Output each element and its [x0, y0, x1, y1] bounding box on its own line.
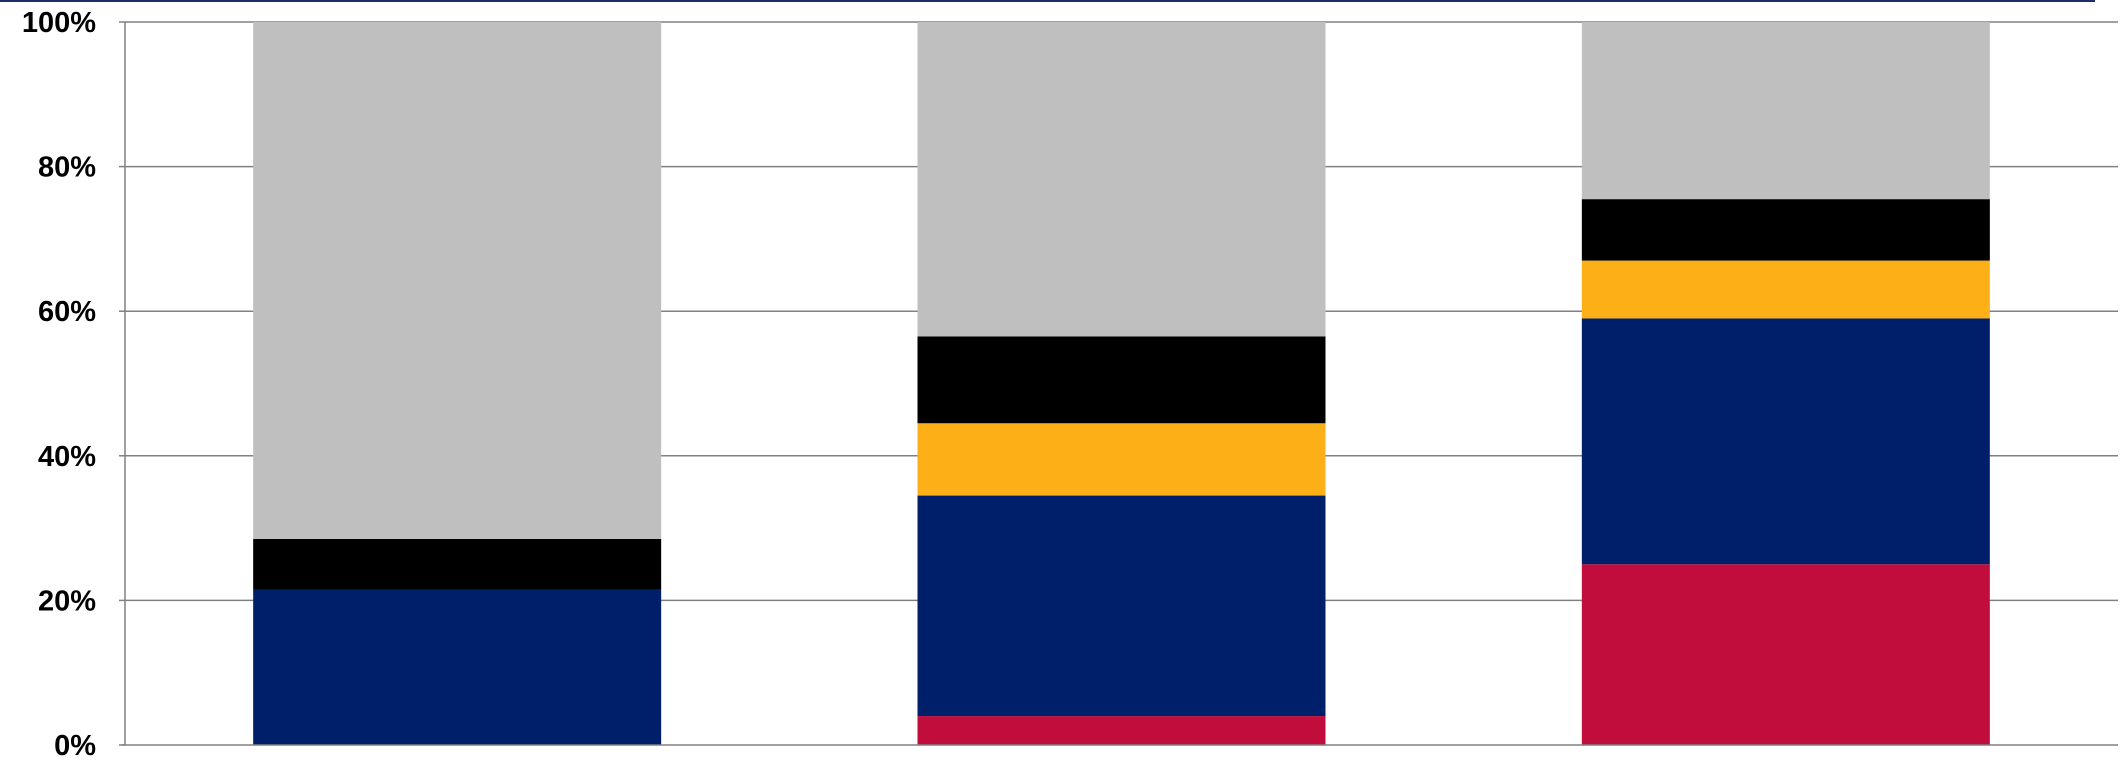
y-tick-label: 40% — [38, 441, 96, 473]
bar-3-segment-1 — [1581, 564, 1990, 745]
bar-2-segment-2 — [917, 495, 1326, 717]
bar-2-segment-1 — [917, 716, 1326, 745]
bar-1-segment-5 — [253, 22, 662, 539]
y-tick-label: 80% — [38, 152, 96, 184]
y-tick-label: 20% — [38, 585, 96, 617]
y-tick-label: 60% — [38, 296, 96, 328]
y-tick-labels: 0% 20% 40% 60% 80% 100% — [22, 7, 96, 761]
bar-2-segment-5 — [917, 22, 1326, 337]
bar-2-segment-3 — [917, 423, 1326, 496]
bar-1-segment-2 — [253, 589, 662, 745]
bar-3-segment-3 — [1581, 260, 1990, 319]
axes — [122, 22, 2118, 746]
bar-3-segment-5 — [1581, 22, 1990, 200]
bar-1-segment-4 — [253, 538, 662, 590]
bar-3-segment-4 — [1581, 199, 1990, 261]
bar-2-segment-4 — [917, 336, 1326, 424]
bar-3-segment-2 — [1581, 318, 1990, 565]
y-tick-label: 100% — [22, 7, 96, 39]
y-tick-label: 0% — [54, 730, 96, 761]
bars — [253, 22, 1990, 745]
